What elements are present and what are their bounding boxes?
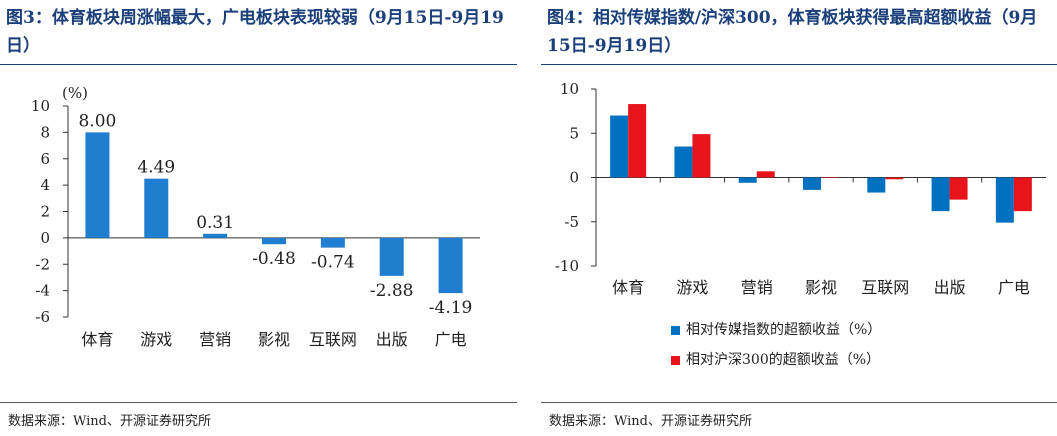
left-x-tick-label: 影视	[258, 330, 290, 349]
left-data-label: 4.49	[137, 158, 175, 178]
left-bar	[85, 132, 110, 238]
right-x-tick-label: 广电	[998, 278, 1030, 297]
left-y-tick-label: -6	[35, 308, 50, 326]
right-bar-series-2	[885, 177, 904, 180]
right-bar-series-2	[756, 171, 775, 178]
left-bar	[438, 237, 463, 294]
left-bar	[203, 233, 228, 238]
right-source-note: 数据来源：Wind、开源证券研究所	[549, 414, 752, 429]
left-chart-panel: 图3：体育板块周涨幅最大，广电板块表现较弱（9月15日-9月19日） (%) 10…	[0, 0, 517, 436]
left-bar	[379, 237, 404, 276]
right-y-tick-label: 5	[569, 124, 579, 142]
left-x-tick-label: 出版	[376, 330, 408, 349]
legend-label-series-1: 相对传媒指数的超额收益（%）	[686, 322, 882, 338]
legend-item-series-1: 相对传媒指数的超额收益（%）	[671, 321, 881, 339]
right-x-tick-label: 出版	[934, 278, 966, 297]
right-bar-series-1	[610, 115, 629, 178]
right-bar-series-2	[628, 104, 647, 178]
right-bar-series-1	[995, 177, 1014, 223]
left-x-tick-label: 广电	[435, 330, 467, 349]
right-x-tick-label: 营销	[741, 278, 773, 297]
left-chart-title: 图3：体育板块周涨幅最大，广电板块表现较弱（9月15日-9月19日）	[6, 8, 504, 56]
right-title-rule	[541, 64, 1057, 65]
right-y-tick-label: 10	[560, 80, 579, 98]
right-bar-series-2	[821, 177, 839, 178]
legend-item-series-2: 相对沪深300的超额收益（%）	[671, 351, 880, 369]
legend-swatch-red	[671, 355, 680, 365]
left-y-tick-label: 6	[40, 150, 50, 168]
left-data-label: -2.88	[370, 281, 414, 301]
left-x-tick-label: 互联网	[309, 330, 357, 349]
left-x-tick-label: 体育	[81, 330, 113, 349]
right-y-tick-label: -10	[555, 257, 579, 275]
left-bar	[320, 237, 345, 248]
left-data-label: -0.74	[311, 253, 355, 273]
right-bar-series-1	[931, 177, 950, 212]
right-bar-series-2	[692, 134, 711, 178]
left-source-note: 数据来源：Wind、开源证券研究所	[8, 414, 211, 429]
left-y-tick-label: -2	[35, 255, 50, 273]
left-y-tick-label: 4	[40, 176, 50, 194]
left-x-tick-label: 游戏	[140, 330, 172, 349]
right-bar-series-2	[1013, 177, 1032, 212]
legend-label-series-2: 相对沪深300的超额收益（%）	[686, 352, 881, 368]
left-bar	[262, 237, 286, 245]
right-bar-series-1	[803, 177, 821, 190]
right-bar-series-1	[738, 177, 757, 183]
right-source-rule	[541, 402, 1057, 403]
left-x-tick-label: 营销	[199, 330, 231, 349]
right-bar-series-2	[949, 177, 968, 200]
right-bar-series-1	[674, 146, 693, 178]
right-x-tick-label: 互联网	[861, 278, 909, 297]
left-data-label: -0.48	[252, 249, 296, 269]
right-x-tick-label: 游戏	[676, 278, 708, 297]
right-bar-series-1	[867, 177, 886, 193]
right-x-tick-label: 影视	[805, 278, 837, 297]
left-data-label: -4.19	[429, 298, 473, 318]
right-chart-title: 图4：相对传媒指数/沪深300，体育板块获得最高超额收益（9月15日-9月19日…	[547, 8, 1038, 56]
left-bar-chart: (%) 10 8 6 4 2 0 -2 -4 -6 8.00 体育 4.49 游戏 0.31 营销 -0.48 影…	[31, 84, 480, 349]
left-title-rule	[0, 64, 517, 65]
left-unit-label: (%)	[62, 84, 88, 102]
left-data-label: 8.00	[78, 111, 116, 131]
left-y-tick-label: 8	[40, 123, 50, 141]
left-bar	[144, 178, 169, 238]
right-y-tick-label: -5	[564, 213, 579, 231]
right-x-tick-label: 体育	[612, 278, 644, 297]
left-y-tick-label: 10	[31, 97, 50, 115]
left-y-tick-label: 0	[40, 229, 50, 247]
right-chart-panel: 图4：相对传媒指数/沪深300，体育板块获得最高超额收益（9月15日-9月19日…	[541, 0, 1057, 436]
left-data-label: 0.31	[196, 213, 234, 233]
left-y-tick-label: -4	[35, 282, 50, 300]
left-y-tick-label: 2	[40, 203, 50, 221]
right-bar-chart: 10 5 0 -5 -10 体育 游戏 营销 影视 互联网 出版 广电	[555, 80, 1046, 297]
left-source-rule	[0, 402, 517, 403]
legend-swatch-blue	[671, 325, 680, 335]
right-y-tick-label: 0	[569, 169, 579, 187]
